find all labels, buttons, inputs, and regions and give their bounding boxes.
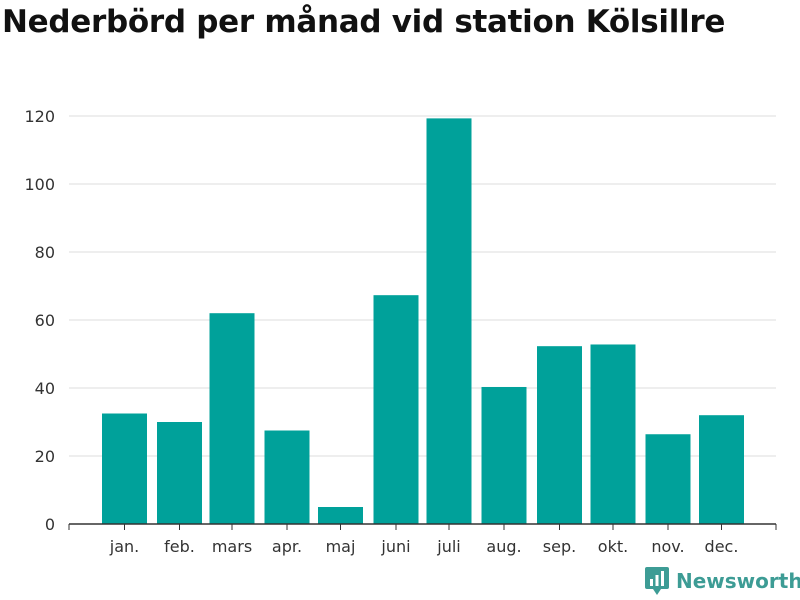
- x-tick-label: maj: [326, 537, 356, 556]
- y-axis-ticks: 0 20 40 60 80 100 120: [24, 107, 55, 534]
- bar-apr: [264, 430, 310, 524]
- x-axis: [68, 523, 777, 530]
- newsworthy-logo-icon: [645, 567, 669, 595]
- bar-feb: [157, 422, 202, 524]
- y-tick-label: 80: [35, 243, 55, 262]
- y-tick-label: 60: [35, 311, 55, 330]
- bar-jan: [102, 413, 147, 524]
- brand-logo: Newsworthy: [644, 566, 800, 596]
- chart-title: Nederbörd per månad vid station Kölsillr…: [2, 4, 726, 40]
- bar-aug: [481, 386, 527, 524]
- x-tick-label: okt.: [598, 537, 628, 556]
- brand-name: Newsworthy: [676, 569, 800, 593]
- bar-nov: [645, 434, 691, 524]
- bar-mars: [209, 313, 255, 524]
- bar-sep: [537, 346, 582, 524]
- bar-okt: [590, 344, 636, 524]
- y-tick-label: 20: [35, 447, 55, 466]
- x-tick-label: nov.: [651, 537, 684, 556]
- x-tick-label: sep.: [543, 537, 576, 556]
- bars: [102, 118, 744, 524]
- x-tick-label: apr.: [272, 537, 302, 556]
- x-tick-label: juli: [436, 537, 460, 556]
- x-tick-label: feb.: [164, 537, 195, 556]
- x-tick-label: mars: [212, 537, 252, 556]
- y-tick-label: 100: [24, 175, 55, 194]
- y-tick-label: 120: [24, 107, 55, 126]
- y-tick-label: 40: [35, 379, 55, 398]
- x-tick-label: dec.: [705, 537, 739, 556]
- x-tick-label: jan.: [109, 537, 139, 556]
- x-tick-label: juni: [380, 537, 410, 556]
- x-axis-ticks: jan. feb. mars apr. maj juni juli aug. sep. okt. n…: [109, 524, 739, 556]
- bar-maj: [318, 507, 363, 524]
- bar-dec: [699, 415, 744, 524]
- gridlines: [69, 115, 776, 457]
- bar-juni: [373, 295, 419, 524]
- y-tick-label: 0: [45, 515, 55, 534]
- bar-juli: [426, 118, 472, 524]
- x-tick-label: aug.: [486, 537, 521, 556]
